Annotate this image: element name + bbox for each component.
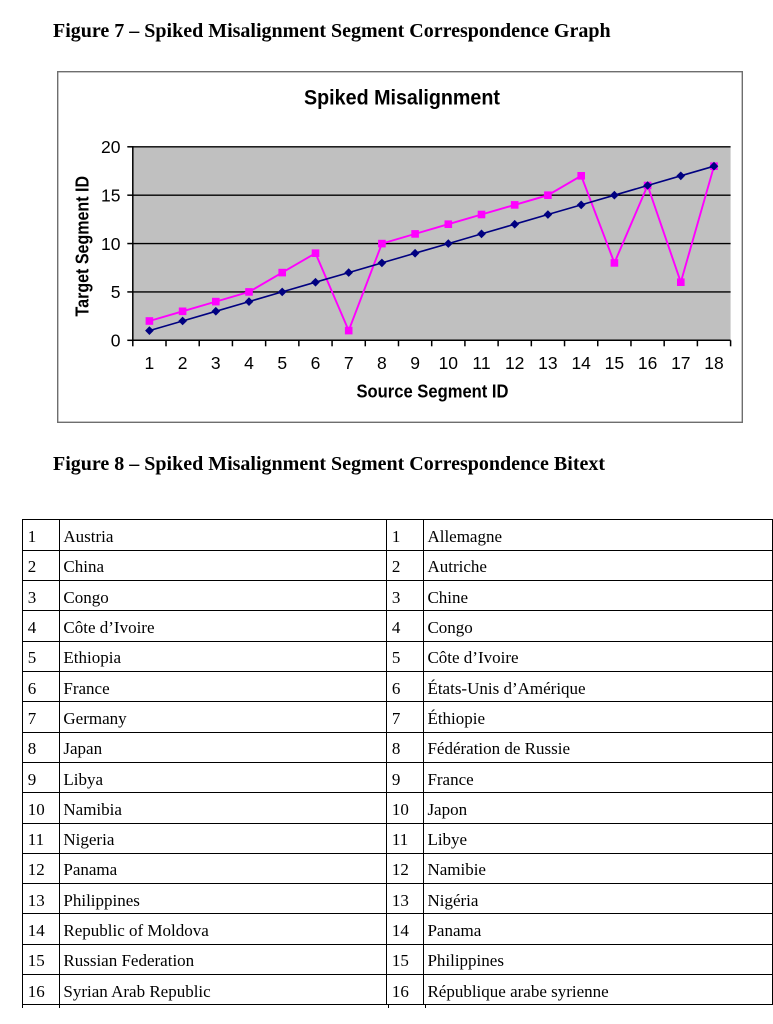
svg-text:10: 10	[101, 234, 121, 254]
svg-text:15: 15	[605, 353, 624, 373]
svg-text:5: 5	[277, 353, 287, 373]
svg-text:Spiked Misalignment: Spiked Misalignment	[304, 85, 500, 109]
svg-text:12: 12	[505, 353, 524, 373]
svg-text:14: 14	[571, 353, 591, 373]
svg-text:6: 6	[311, 353, 321, 373]
svg-text:9: 9	[410, 353, 420, 373]
svg-text:0: 0	[111, 331, 121, 351]
svg-text:13: 13	[538, 353, 557, 373]
svg-text:1: 1	[145, 353, 155, 373]
svg-text:10: 10	[439, 353, 459, 373]
svg-text:8: 8	[377, 353, 387, 373]
svg-text:Source Segment ID: Source Segment ID	[357, 380, 509, 401]
svg-text:16: 16	[638, 353, 657, 373]
svg-text:7: 7	[344, 353, 354, 373]
svg-text:3: 3	[211, 353, 221, 373]
svg-text:18: 18	[704, 353, 723, 373]
svg-text:15: 15	[101, 185, 120, 205]
svg-text:5: 5	[111, 282, 121, 302]
svg-text:20: 20	[101, 137, 121, 157]
svg-text:4: 4	[244, 353, 254, 373]
svg-text:17: 17	[671, 353, 690, 373]
svg-text:11: 11	[472, 353, 490, 373]
svg-text:2: 2	[178, 353, 188, 373]
svg-text:Target Segment ID: Target Segment ID	[72, 176, 93, 317]
